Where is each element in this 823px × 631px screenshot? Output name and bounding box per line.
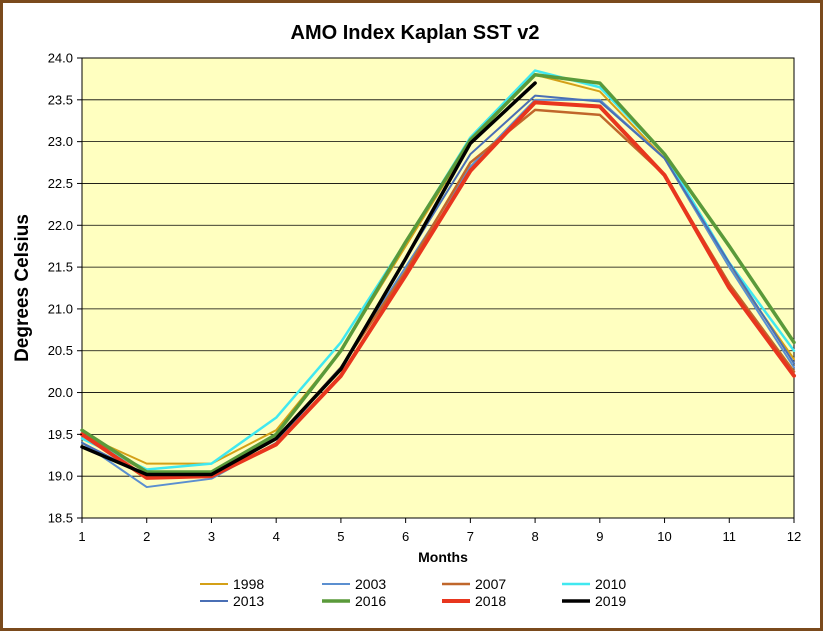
x-tick-label: 11 [723,529,737,544]
series-lines [80,69,796,489]
legend-label-2016: 2016 [355,593,386,609]
y-tick-label: 22.5 [48,176,73,191]
legend-label-2018: 2018 [475,593,506,609]
x-axis-label: Months [418,549,468,565]
series-line-2016 [80,72,796,474]
legend-label-2013: 2013 [233,593,264,609]
y-tick-label: 22.0 [48,218,73,233]
y-tick-label: 20.0 [48,385,73,400]
y-tick-label: 19.0 [48,469,73,484]
y-tick-label: 19.5 [48,427,73,442]
y-tick-label: 21.5 [48,260,73,275]
y-tick-label: 23.0 [48,134,73,149]
x-tick-label: 3 [208,529,215,544]
legend-label-2010: 2010 [595,576,626,592]
y-tick-label: 24.0 [48,51,73,66]
x-tick-label: 9 [596,529,603,544]
y-axis-ticks: 18.5 19.0 19.5 20.0 20.5 21.0 21.5 22.0 22.5 23.0… [48,51,82,526]
x-tick-label: 7 [467,529,474,544]
legend: 1998 2003 2007 2010 2013 2016 2018 2019 [200,576,626,609]
series-line-2018 [80,100,796,480]
legend-label-2003: 2003 [355,576,386,592]
legend-label-2007: 2007 [475,576,506,592]
x-tick-label: 4 [273,529,280,544]
x-axis-ticks: 1 2 3 4 5 6 7 8 9 10 11 12 [78,518,801,544]
legend-label-2019: 2019 [595,593,626,609]
chart-title: AMO Index Kaplan SST v2 [291,22,540,44]
x-tick-label: 8 [531,529,538,544]
x-tick-label: 6 [402,529,409,544]
plot-area [81,57,795,519]
y-axis-label: Degrees Celsius [12,214,33,362]
series-line-2019 [80,81,537,477]
y-tick-label: 20.5 [48,343,73,358]
x-tick-label: 2 [143,529,150,544]
x-tick-label: 5 [337,529,344,544]
plot-background [81,57,795,519]
x-tick-label: 1 [78,529,85,544]
x-tick-label: 12 [787,529,801,544]
x-tick-label: 10 [657,529,671,544]
y-tick-label: 18.5 [48,511,73,526]
y-tick-label: 23.5 [48,92,73,107]
y-tick-label: 21.0 [48,301,73,316]
legend-label-1998: 1998 [233,576,264,592]
